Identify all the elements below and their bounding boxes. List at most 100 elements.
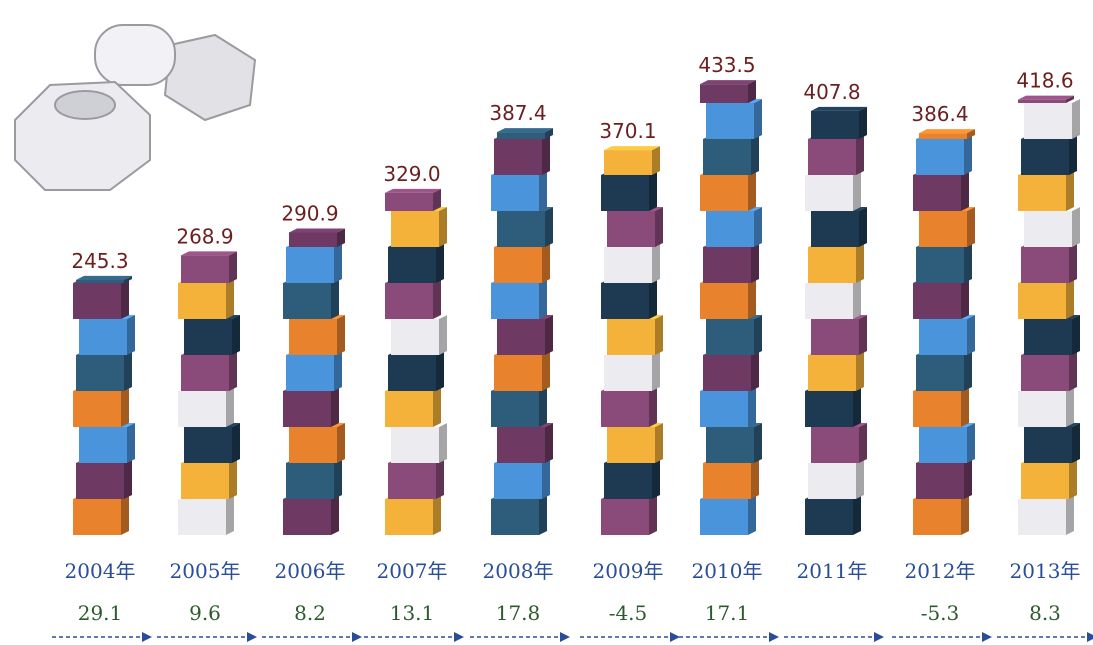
x-tick-label: 2007年 <box>377 559 448 583</box>
cube-side <box>655 207 663 247</box>
cube-side <box>649 387 657 427</box>
cube-side <box>433 188 441 211</box>
cube-front <box>919 133 967 139</box>
cube-side <box>961 495 969 535</box>
cube-front <box>385 499 433 535</box>
bar <box>385 188 447 535</box>
arrow-head <box>769 632 779 642</box>
cube-front <box>1024 427 1072 463</box>
arrow-head <box>1087 632 1093 642</box>
bar <box>178 251 240 535</box>
cube-top <box>289 228 345 233</box>
cube-side <box>539 495 547 535</box>
cube-side <box>433 495 441 535</box>
cube-side <box>853 387 861 427</box>
cube-front <box>700 175 748 211</box>
cube-front <box>178 283 226 319</box>
cube-side <box>748 279 756 319</box>
cube-side <box>226 279 234 319</box>
x-tick-label: 2008年 <box>483 559 554 583</box>
cube-front <box>916 463 964 499</box>
cube-front <box>1018 175 1066 211</box>
cube-front <box>181 255 229 283</box>
cube-front <box>289 427 337 463</box>
cube-side <box>856 135 864 175</box>
cube-side <box>652 243 660 283</box>
cube-front <box>494 247 542 283</box>
cube-side <box>859 106 867 139</box>
cube-side <box>655 423 663 463</box>
cube-front <box>184 427 232 463</box>
cube-side <box>856 351 864 391</box>
cube-front <box>286 355 334 391</box>
growth-label: 8.3 <box>1029 601 1061 625</box>
cube-front <box>1018 391 1066 427</box>
cube-side <box>542 351 550 391</box>
cube-front <box>76 463 124 499</box>
cube-front <box>497 132 545 139</box>
cube-side <box>337 315 345 355</box>
cube-side <box>1072 99 1080 139</box>
cube-side <box>1069 351 1077 391</box>
cube-side <box>754 207 762 247</box>
cube-side <box>961 279 969 319</box>
cube-side <box>436 459 444 499</box>
cube-front <box>601 499 649 535</box>
cube-side <box>856 459 864 499</box>
cube-front <box>283 499 331 535</box>
growth-label: -5.3 <box>921 601 960 625</box>
cube-front <box>1018 99 1066 103</box>
x-tick-label: 2011年 <box>797 559 868 583</box>
cube-front <box>808 355 856 391</box>
cube-side <box>436 351 444 391</box>
cube-front <box>178 391 226 427</box>
cube-front <box>811 110 859 139</box>
cube-side <box>334 351 342 391</box>
arrow-head <box>982 632 992 642</box>
cube-side <box>853 171 861 211</box>
cube-side <box>751 243 759 283</box>
growth-label: -4.5 <box>609 601 648 625</box>
cube-front <box>79 427 127 463</box>
bar <box>805 106 867 535</box>
cube-front <box>919 211 967 247</box>
cube-side <box>1072 207 1080 247</box>
cube-side <box>439 423 447 463</box>
cube-side <box>967 315 975 355</box>
cube-side <box>853 495 861 535</box>
arrow-head <box>142 632 152 642</box>
cube-front <box>388 247 436 283</box>
cube-side <box>545 207 553 247</box>
cube-side <box>539 171 547 211</box>
cube-side <box>229 351 237 391</box>
cube-front <box>289 319 337 355</box>
bar <box>700 80 762 535</box>
cube-top <box>811 106 867 111</box>
cube-top <box>181 251 237 256</box>
cube-side <box>1066 279 1074 319</box>
cube-side <box>964 459 972 499</box>
cube-front <box>1024 103 1072 139</box>
bar <box>73 275 135 535</box>
x-tick-label: 2004年 <box>65 559 136 583</box>
cube-side <box>121 279 129 319</box>
cube-front <box>491 175 539 211</box>
cube-front <box>286 463 334 499</box>
cube-side <box>337 228 345 247</box>
cube-side <box>334 243 342 283</box>
value-label: 290.9 <box>281 201 338 225</box>
cube-side <box>121 387 129 427</box>
cube-side <box>652 459 660 499</box>
cube-front <box>497 211 545 247</box>
cube-front <box>497 427 545 463</box>
cube-side <box>124 275 132 283</box>
cube-front <box>286 247 334 283</box>
cube-side <box>545 128 553 139</box>
cube-front <box>73 283 121 319</box>
growth-label: 13.1 <box>390 601 435 625</box>
cube-side <box>331 387 339 427</box>
cube-side <box>859 315 867 355</box>
nut-illustration <box>14 24 257 191</box>
cube-front <box>604 355 652 391</box>
cube-front <box>494 139 542 175</box>
